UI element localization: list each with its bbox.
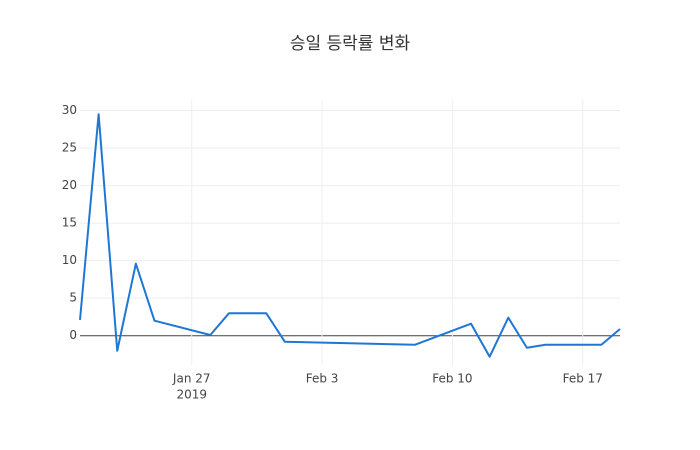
- x-tick-label: Feb 3: [306, 372, 339, 386]
- chart-title: 승일 등락률 변화: [290, 34, 411, 54]
- y-tick-label: 15: [62, 216, 77, 230]
- y-tick-label: 5: [69, 291, 77, 305]
- y-tick-label: 25: [62, 141, 77, 155]
- x-year-label: 2019: [176, 388, 207, 402]
- x-tick-label: Feb 17: [563, 372, 603, 386]
- x-tick-label: Jan 27: [172, 372, 211, 386]
- y-tick-label: 10: [62, 253, 77, 267]
- y-tick-label: 20: [62, 178, 77, 192]
- y-tick-label: 30: [62, 103, 77, 117]
- x-tick-label: Feb 10: [432, 372, 472, 386]
- y-tick-label: 0: [69, 328, 77, 342]
- line-series: [79, 113, 621, 358]
